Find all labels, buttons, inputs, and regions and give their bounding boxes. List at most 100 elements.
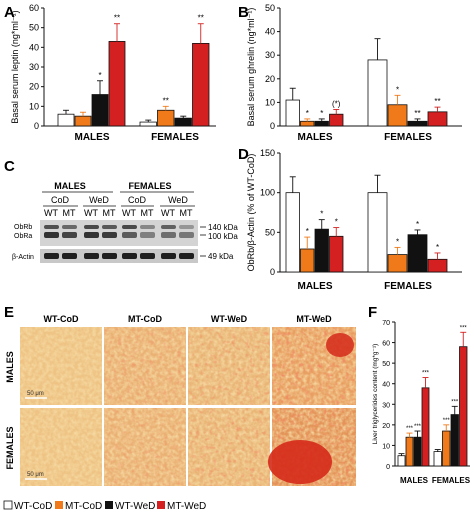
y-tick-label: 10 <box>29 101 39 111</box>
bar-mt-wed-females <box>427 258 448 273</box>
y-tick-label: 40 <box>265 27 275 37</box>
x-category-label: FEMALES <box>432 476 471 485</box>
y-tick-label: 20 <box>382 423 390 430</box>
y-tick-label: 50 <box>29 23 39 33</box>
significance-marker: * <box>396 85 399 94</box>
bar-mt-cod-males <box>74 115 92 127</box>
x-category-label: MALES <box>75 132 110 143</box>
blot-obrb-label: ObRb <box>14 224 32 231</box>
blot-males-label: MALES <box>54 181 86 191</box>
y-tick-label: 0 <box>386 464 390 471</box>
bar-wt-cod-females <box>139 121 157 127</box>
ghrelin-chart: 0 10 20 30 40 50 Basal serum ghrelin (ng*ml⁻¹)… <box>246 3 462 143</box>
bar-wt-cod-males <box>57 113 75 127</box>
bar-mt-wed-females <box>427 111 448 127</box>
y-axis-label: Liver triglycerides content (mg*g⁻¹) <box>372 344 379 445</box>
y-tick-label: 50 <box>382 361 390 368</box>
blot-obra-label: ObRa <box>14 233 32 240</box>
significance-marker: ** <box>163 96 169 105</box>
x-category-label: FEMALES <box>384 281 432 292</box>
obrb-chart: 0 50 100 150 ObRb/β-Actin (% of WT-CoD) * * * MA… <box>246 148 462 292</box>
bar-wt-wed-males <box>91 94 109 127</box>
y-tick-label: 0 <box>34 121 39 131</box>
histology-col-label: WT-WeD <box>211 314 248 324</box>
micrograph-lipid <box>188 408 270 486</box>
y-tick-label: 40 <box>29 42 39 52</box>
significance-marker: *** <box>460 325 468 331</box>
y-tick-label: 50 <box>265 3 275 13</box>
x-category-label: MALES <box>298 281 333 292</box>
triglycerides-chart: 0 10 20 30 40 50 60 70 Liver triglycerides conte… <box>372 320 471 485</box>
significance-marker: * <box>436 243 439 252</box>
significance-marker: ** <box>414 109 420 118</box>
blot-females-label: FEMALES <box>128 181 171 191</box>
blot-lane-mt: MT <box>63 208 76 218</box>
significance-marker: ** <box>434 97 440 106</box>
significance-marker: (*) <box>332 99 341 108</box>
y-tick-label: 60 <box>29 3 39 13</box>
significance-marker: * <box>306 227 309 236</box>
histology-col-label: MT-CoD <box>128 314 162 324</box>
y-tick-label: 30 <box>29 62 39 72</box>
bar-wt-wed-males <box>314 120 329 127</box>
bar-wt-cod-males <box>285 192 300 273</box>
histology-col-label: WT-CoD <box>44 314 79 324</box>
significance-marker: ** <box>114 14 120 23</box>
bar-mt-cod-females <box>157 109 175 127</box>
legend-swatch-mt-cod <box>55 501 63 509</box>
panel-letter-b: B <box>238 4 249 21</box>
blot-lane-mt: MT <box>180 208 193 218</box>
legend-swatch-wt-cod <box>3 500 13 510</box>
legend-label-wt-cod: WT-CoD <box>14 501 52 512</box>
micrograph-lipid-blot <box>268 440 332 484</box>
panel-letter-a: A <box>4 4 15 21</box>
micrograph-texture <box>20 327 102 405</box>
significance-marker: * <box>320 210 323 219</box>
bar-mt-wed-males <box>108 41 126 127</box>
y-tick-label: 0 <box>270 267 275 277</box>
bar-wt-wed-males <box>314 228 329 273</box>
blot-lane-wt: WT <box>84 208 98 218</box>
panel-letter-d: D <box>238 146 249 163</box>
blot-wed-label-f: WeD <box>168 195 188 205</box>
histology-row-label-females: FEMALES <box>5 426 15 469</box>
micrograph-lipid <box>104 327 186 405</box>
blot-lane-mt: MT <box>103 208 116 218</box>
micrograph-lipid <box>104 408 186 486</box>
blot-obrb-bands <box>44 225 194 229</box>
panel-letter-e: E <box>4 304 14 321</box>
y-tick-label: 50 <box>265 227 275 237</box>
y-axis-label: Basal serum leptin (ng*ml⁻¹) <box>10 10 20 123</box>
bar-wt-cod-females <box>433 451 442 467</box>
significance-marker: * <box>396 237 399 246</box>
panel-letter-f: F <box>368 304 377 321</box>
x-category-label: MALES <box>400 476 429 485</box>
bar-mt-cod-males <box>405 436 414 467</box>
bar-mt-cod-females <box>442 430 451 467</box>
blot-lane-mt: MT <box>141 208 154 218</box>
bar-wt-cod-females <box>367 192 388 273</box>
leptin-chart: 0 10 20 30 40 50 60 Basal serum leptin (ng*ml⁻¹… <box>10 3 216 143</box>
y-tick-label: 30 <box>265 50 275 60</box>
histology-grid: WT-CoD MT-CoD WT-WeD MT-WeD MALES FEMALE… <box>5 314 356 486</box>
blot-genotype-labels: WT MT WT MT WT MT WT MT <box>44 208 193 218</box>
bar-mt-cod-males <box>300 120 315 127</box>
blot-lane-wt: WT <box>44 208 58 218</box>
bar-mt-wed-females <box>459 346 468 467</box>
bar-mt-wed-males <box>329 235 344 273</box>
y-tick-label: 10 <box>382 443 390 450</box>
blot-obra-bands <box>44 232 194 238</box>
significance-marker: * <box>416 220 419 229</box>
scale-bar-label: 50 μm <box>27 391 44 397</box>
legend: WT-CoD MT-CoD WT-WeD MT-WeD <box>3 500 206 512</box>
legend-swatch-mt-wed <box>157 501 165 509</box>
significance-marker: * <box>98 71 101 80</box>
marker-100-label: 100 kDa <box>208 232 238 241</box>
significance-marker: * <box>335 218 338 227</box>
blot-lane-wt: WT <box>122 208 136 218</box>
bar-wt-cod-males <box>285 99 300 127</box>
legend-label-wt-wed: WT-WeD <box>115 501 155 512</box>
histology-row-label-males: MALES <box>5 351 15 383</box>
significance-marker: *** <box>451 399 459 405</box>
